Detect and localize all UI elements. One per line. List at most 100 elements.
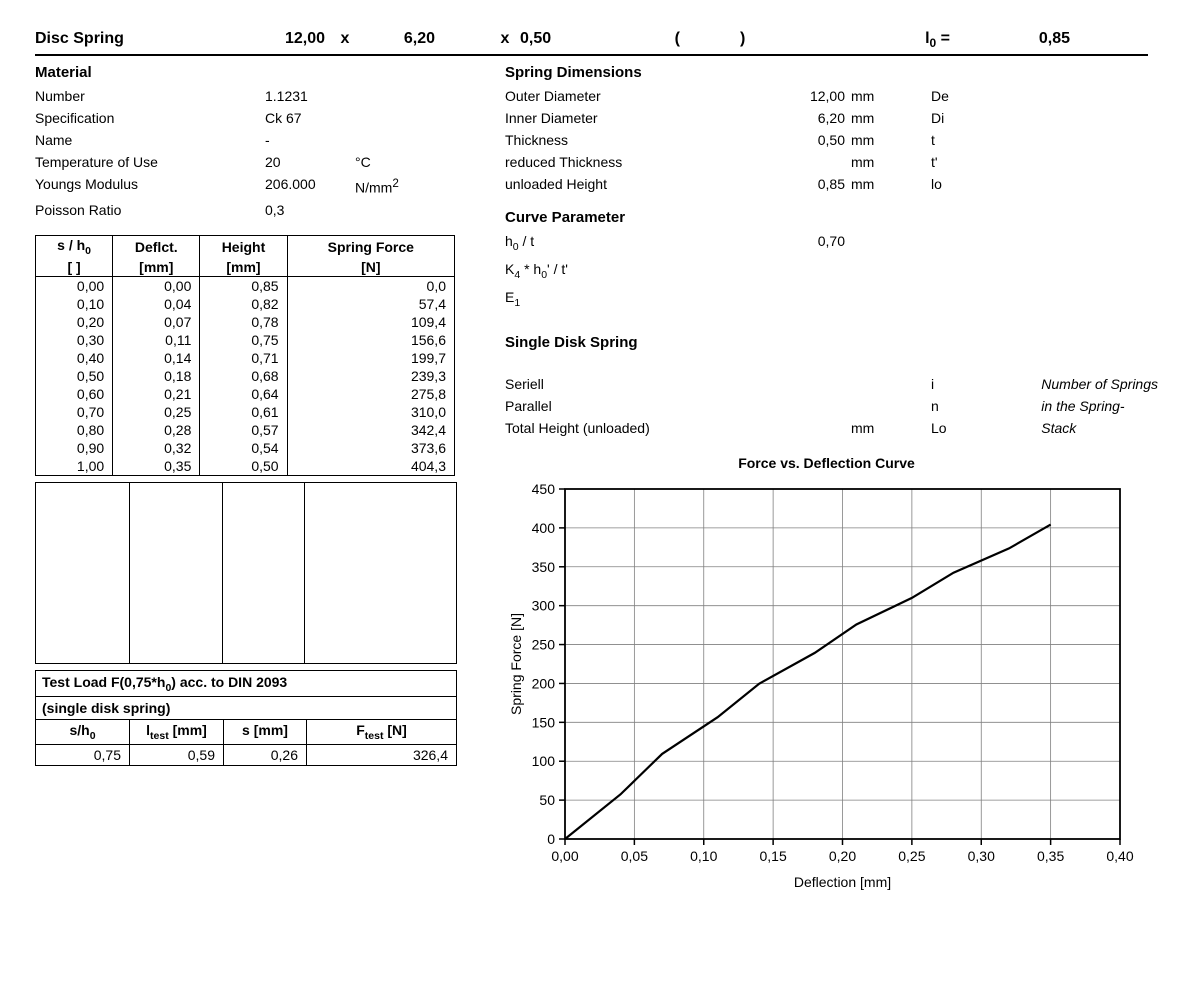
test-load-header: s/h0 <box>36 720 130 744</box>
table-row: 1,000,350,50404,3 <box>36 457 455 476</box>
hdr-x2: x <box>490 30 520 48</box>
svg-text:350: 350 <box>532 558 556 574</box>
svg-text:150: 150 <box>532 714 556 730</box>
table-row: 0,500,180,68239,3 <box>36 367 455 385</box>
table-header: Deflct. <box>113 235 200 257</box>
hdr-x1: x <box>325 30 365 48</box>
svg-text:450: 450 <box>532 481 556 497</box>
dimension-row: Outer Diameter12,00mmDe <box>505 85 1148 107</box>
curve-param-row: h0 / t0,70 <box>505 230 1148 258</box>
material-key: Temperature of Use <box>35 151 265 173</box>
left-column: Material Number1.1231SpecificationCk 67N… <box>35 62 490 898</box>
test-load-box: Test Load F(0,75*h0) acc. to DIN 2093 (s… <box>35 670 457 767</box>
svg-text:100: 100 <box>532 753 556 769</box>
table-header: s / h0 <box>36 235 113 257</box>
dimension-row: Thickness0,50mmt <box>505 129 1148 151</box>
svg-text:0,35: 0,35 <box>1037 848 1064 864</box>
dimension-row: unloaded Height0,85mmlo <box>505 173 1148 195</box>
table-row: 0,000,000,850,0 <box>36 276 455 295</box>
curve-param-row: K4 * h0' / t' <box>505 258 1148 286</box>
material-val: 1.1231 <box>265 85 355 107</box>
table-header-unit: [mm] <box>200 258 287 277</box>
svg-text:50: 50 <box>539 792 555 808</box>
curve-param-row: E1 <box>505 286 1148 314</box>
test-load-subtitle: (single disk spring) <box>36 697 456 720</box>
test-load-value: 0,75 <box>36 745 130 765</box>
table-row: 0,800,280,57342,4 <box>36 421 455 439</box>
hdr-dim1: 12,00 <box>235 30 325 48</box>
material-val: 206.000 <box>265 173 355 199</box>
right-column: Spring Dimensions Outer Diameter12,00mmD… <box>490 62 1148 898</box>
svg-text:400: 400 <box>532 519 556 535</box>
dimension-row: reduced Thicknessmmt' <box>505 151 1148 173</box>
material-unit <box>355 129 415 151</box>
test-load-header: Ftest [N] <box>307 720 456 744</box>
force-deflection-table: s / h0Deflct.HeightSpring Force [ ][mm][… <box>35 235 455 476</box>
hdr-lo-value: 0,85 <box>970 30 1070 48</box>
disc-spring-datasheet: Disc Spring 12,00 x 6,20 x 0,50 () l0 = … <box>35 30 1148 899</box>
curve-param-list: h0 / t0,70K4 * h0' / t'E1 <box>505 230 1148 313</box>
table-row: 0,100,040,8257,4 <box>36 295 455 313</box>
single-disk-list: Number of Springsin the Spring-Stack Ser… <box>505 373 1148 439</box>
test-load-title: Test Load F(0,75*h0) acc. to DIN 2093 <box>36 671 456 698</box>
hdr-dim2: 6,20 <box>365 30 435 48</box>
svg-text:Deflection [mm]: Deflection [mm] <box>794 874 891 890</box>
hdr-lo-label: l0 = <box>830 30 970 50</box>
svg-text:0,30: 0,30 <box>968 848 995 864</box>
material-title: Material <box>35 64 490 81</box>
page-title: Disc Spring <box>35 30 235 48</box>
material-val: - <box>265 129 355 151</box>
material-unit: N/mm2 <box>355 173 415 199</box>
svg-text:0,05: 0,05 <box>621 848 648 864</box>
force-deflection-chart: 0,000,050,100,150,200,250,300,350,400501… <box>505 479 1135 899</box>
table-header-unit: [ ] <box>36 258 113 277</box>
svg-text:0,15: 0,15 <box>760 848 787 864</box>
table-header-unit: [N] <box>287 258 454 277</box>
table-row: 0,400,140,71199,7 <box>36 349 455 367</box>
svg-text:200: 200 <box>532 675 556 691</box>
svg-text:300: 300 <box>532 597 556 613</box>
header-row: Disc Spring 12,00 x 6,20 x 0,50 () l0 = … <box>35 30 1148 56</box>
material-key: Poisson Ratio <box>35 199 265 221</box>
svg-text:Spring Force [N]: Spring Force [N] <box>508 613 524 715</box>
test-load-value: 326,4 <box>307 745 456 765</box>
curve-param-title: Curve Parameter <box>505 209 1148 226</box>
material-row: Youngs Modulus206.000N/mm2 <box>35 173 490 199</box>
material-list: Number1.1231SpecificationCk 67Name-Tempe… <box>35 85 490 221</box>
svg-text:0,25: 0,25 <box>898 848 925 864</box>
table-header: Height <box>200 235 287 257</box>
table-row: 0,200,070,78109,4 <box>36 313 455 331</box>
material-row: Poisson Ratio0,3 <box>35 199 490 221</box>
test-load-value: 0,59 <box>130 745 224 765</box>
material-unit: °C <box>355 151 415 173</box>
material-unit <box>355 107 415 129</box>
dimension-row: Inner Diameter6,20mmDi <box>505 107 1148 129</box>
material-row: SpecificationCk 67 <box>35 107 490 129</box>
chart-title: Force vs. Deflection Curve <box>505 455 1148 471</box>
material-val: 20 <box>265 151 355 173</box>
material-val: Ck 67 <box>265 107 355 129</box>
test-load-header: s [mm] <box>224 720 307 744</box>
material-key: Youngs Modulus <box>35 173 265 199</box>
material-unit <box>355 199 415 221</box>
material-row: Name- <box>35 129 490 151</box>
svg-text:0,20: 0,20 <box>829 848 856 864</box>
material-val: 0,3 <box>265 199 355 221</box>
table-row: 0,300,110,75156,6 <box>36 331 455 349</box>
test-load-header: ltest [mm] <box>130 720 224 744</box>
svg-text:0,40: 0,40 <box>1106 848 1133 864</box>
material-key: Specification <box>35 107 265 129</box>
spring-stack-note: Number of Springsin the Spring-Stack <box>1041 373 1158 439</box>
table-row: 0,600,210,64275,8 <box>36 385 455 403</box>
material-key: Name <box>35 129 265 151</box>
dimensions-title: Spring Dimensions <box>505 64 1148 81</box>
test-load-value: 0,26 <box>224 745 307 765</box>
material-row: Temperature of Use20°C <box>35 151 490 173</box>
material-row: Number1.1231 <box>35 85 490 107</box>
table-row: 0,700,250,61310,0 <box>36 403 455 421</box>
svg-text:0,00: 0,00 <box>551 848 578 864</box>
single-disk-title: Single Disk Spring <box>505 334 1148 351</box>
table-header-unit: [mm] <box>113 258 200 277</box>
svg-text:0: 0 <box>547 831 555 847</box>
dimensions-list: Outer Diameter12,00mmDeInner Diameter6,2… <box>505 85 1148 195</box>
